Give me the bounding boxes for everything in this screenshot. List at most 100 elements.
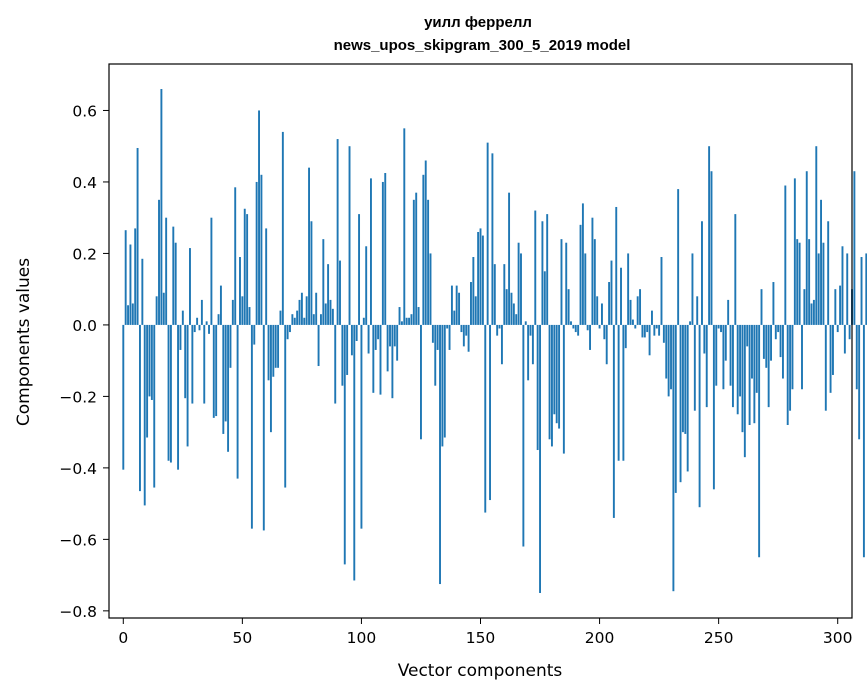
bar <box>336 139 339 325</box>
bar <box>317 324 320 367</box>
bar <box>767 324 770 408</box>
bar <box>691 253 694 325</box>
bar <box>524 321 527 325</box>
bar <box>598 324 601 329</box>
bar <box>577 324 580 336</box>
bar <box>512 303 515 325</box>
bar <box>231 299 234 325</box>
bar <box>658 324 661 336</box>
y-tick-label: 0.0 <box>72 317 97 335</box>
bar <box>179 324 182 350</box>
bar <box>227 324 230 452</box>
bar <box>774 324 777 340</box>
bar <box>436 324 439 350</box>
bar <box>412 199 415 325</box>
bar <box>446 324 449 329</box>
bar <box>641 324 644 338</box>
bar <box>765 324 768 368</box>
bar <box>543 271 546 325</box>
bar <box>805 171 808 325</box>
bar <box>517 242 520 325</box>
bar <box>189 248 191 325</box>
bar <box>586 324 589 331</box>
bar <box>305 296 308 325</box>
bar <box>341 324 344 386</box>
bar <box>365 246 368 325</box>
bar <box>322 239 325 325</box>
bar <box>715 324 718 386</box>
bar <box>748 324 751 425</box>
bar <box>193 324 196 333</box>
bar <box>522 324 525 547</box>
bar <box>367 324 370 354</box>
bar <box>177 324 180 470</box>
bar <box>393 324 396 347</box>
bar <box>131 303 134 325</box>
bar <box>515 314 518 325</box>
bar <box>617 324 620 461</box>
bar <box>832 324 834 375</box>
bar <box>396 324 399 361</box>
bar <box>627 253 630 325</box>
bar <box>486 142 489 325</box>
bar <box>370 178 372 325</box>
bar <box>350 324 353 356</box>
x-tick-label: 150 <box>466 629 496 647</box>
bar <box>708 146 711 325</box>
bar <box>234 187 237 325</box>
bar <box>834 289 837 325</box>
plot-frame <box>108 63 853 619</box>
bar <box>286 324 289 340</box>
bar <box>539 324 541 593</box>
bar <box>158 199 160 325</box>
bar <box>839 285 842 325</box>
bar <box>491 153 494 325</box>
bar <box>565 242 568 325</box>
bar <box>570 321 572 325</box>
y-axis-ticks: −0.8 −0.6 −0.4 −0.2 0.0 0.2 0.4 0.6 <box>59 102 109 621</box>
bar <box>753 324 756 424</box>
bar <box>219 285 222 325</box>
bar <box>858 324 861 440</box>
bar <box>496 324 499 336</box>
bar <box>477 231 480 325</box>
bar <box>500 324 503 365</box>
bar <box>710 171 713 325</box>
bar <box>405 317 408 325</box>
bar <box>786 324 789 425</box>
bar <box>381 181 384 325</box>
bar <box>331 308 334 325</box>
bar <box>474 296 477 325</box>
bar <box>815 146 818 325</box>
bar <box>755 324 758 393</box>
bar <box>424 160 427 325</box>
bar <box>660 257 663 325</box>
bar <box>453 310 456 325</box>
bar <box>172 226 175 325</box>
bar <box>384 173 387 325</box>
bar <box>712 324 715 490</box>
bar <box>824 324 827 411</box>
bar <box>355 324 358 341</box>
bar <box>812 299 815 325</box>
bar <box>584 253 587 325</box>
bar <box>200 299 203 325</box>
y-tick-label: −0.6 <box>59 531 97 549</box>
bar <box>720 324 722 333</box>
bar <box>779 324 782 358</box>
bar <box>343 324 346 565</box>
bar <box>296 310 299 325</box>
bar <box>591 217 594 325</box>
bar <box>262 324 265 531</box>
bar <box>272 324 275 377</box>
bar <box>136 147 139 325</box>
bar <box>139 324 141 492</box>
bar <box>596 296 599 325</box>
bar <box>615 206 618 325</box>
bar <box>860 257 863 325</box>
bar <box>210 217 213 325</box>
y-tick-label: 0.6 <box>72 102 97 120</box>
bar <box>731 324 734 408</box>
bar <box>334 324 337 404</box>
bar <box>439 324 441 585</box>
